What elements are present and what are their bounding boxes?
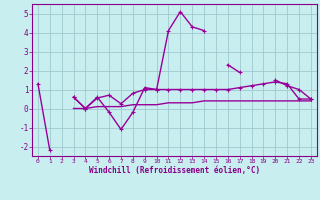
- X-axis label: Windchill (Refroidissement éolien,°C): Windchill (Refroidissement éolien,°C): [89, 166, 260, 175]
